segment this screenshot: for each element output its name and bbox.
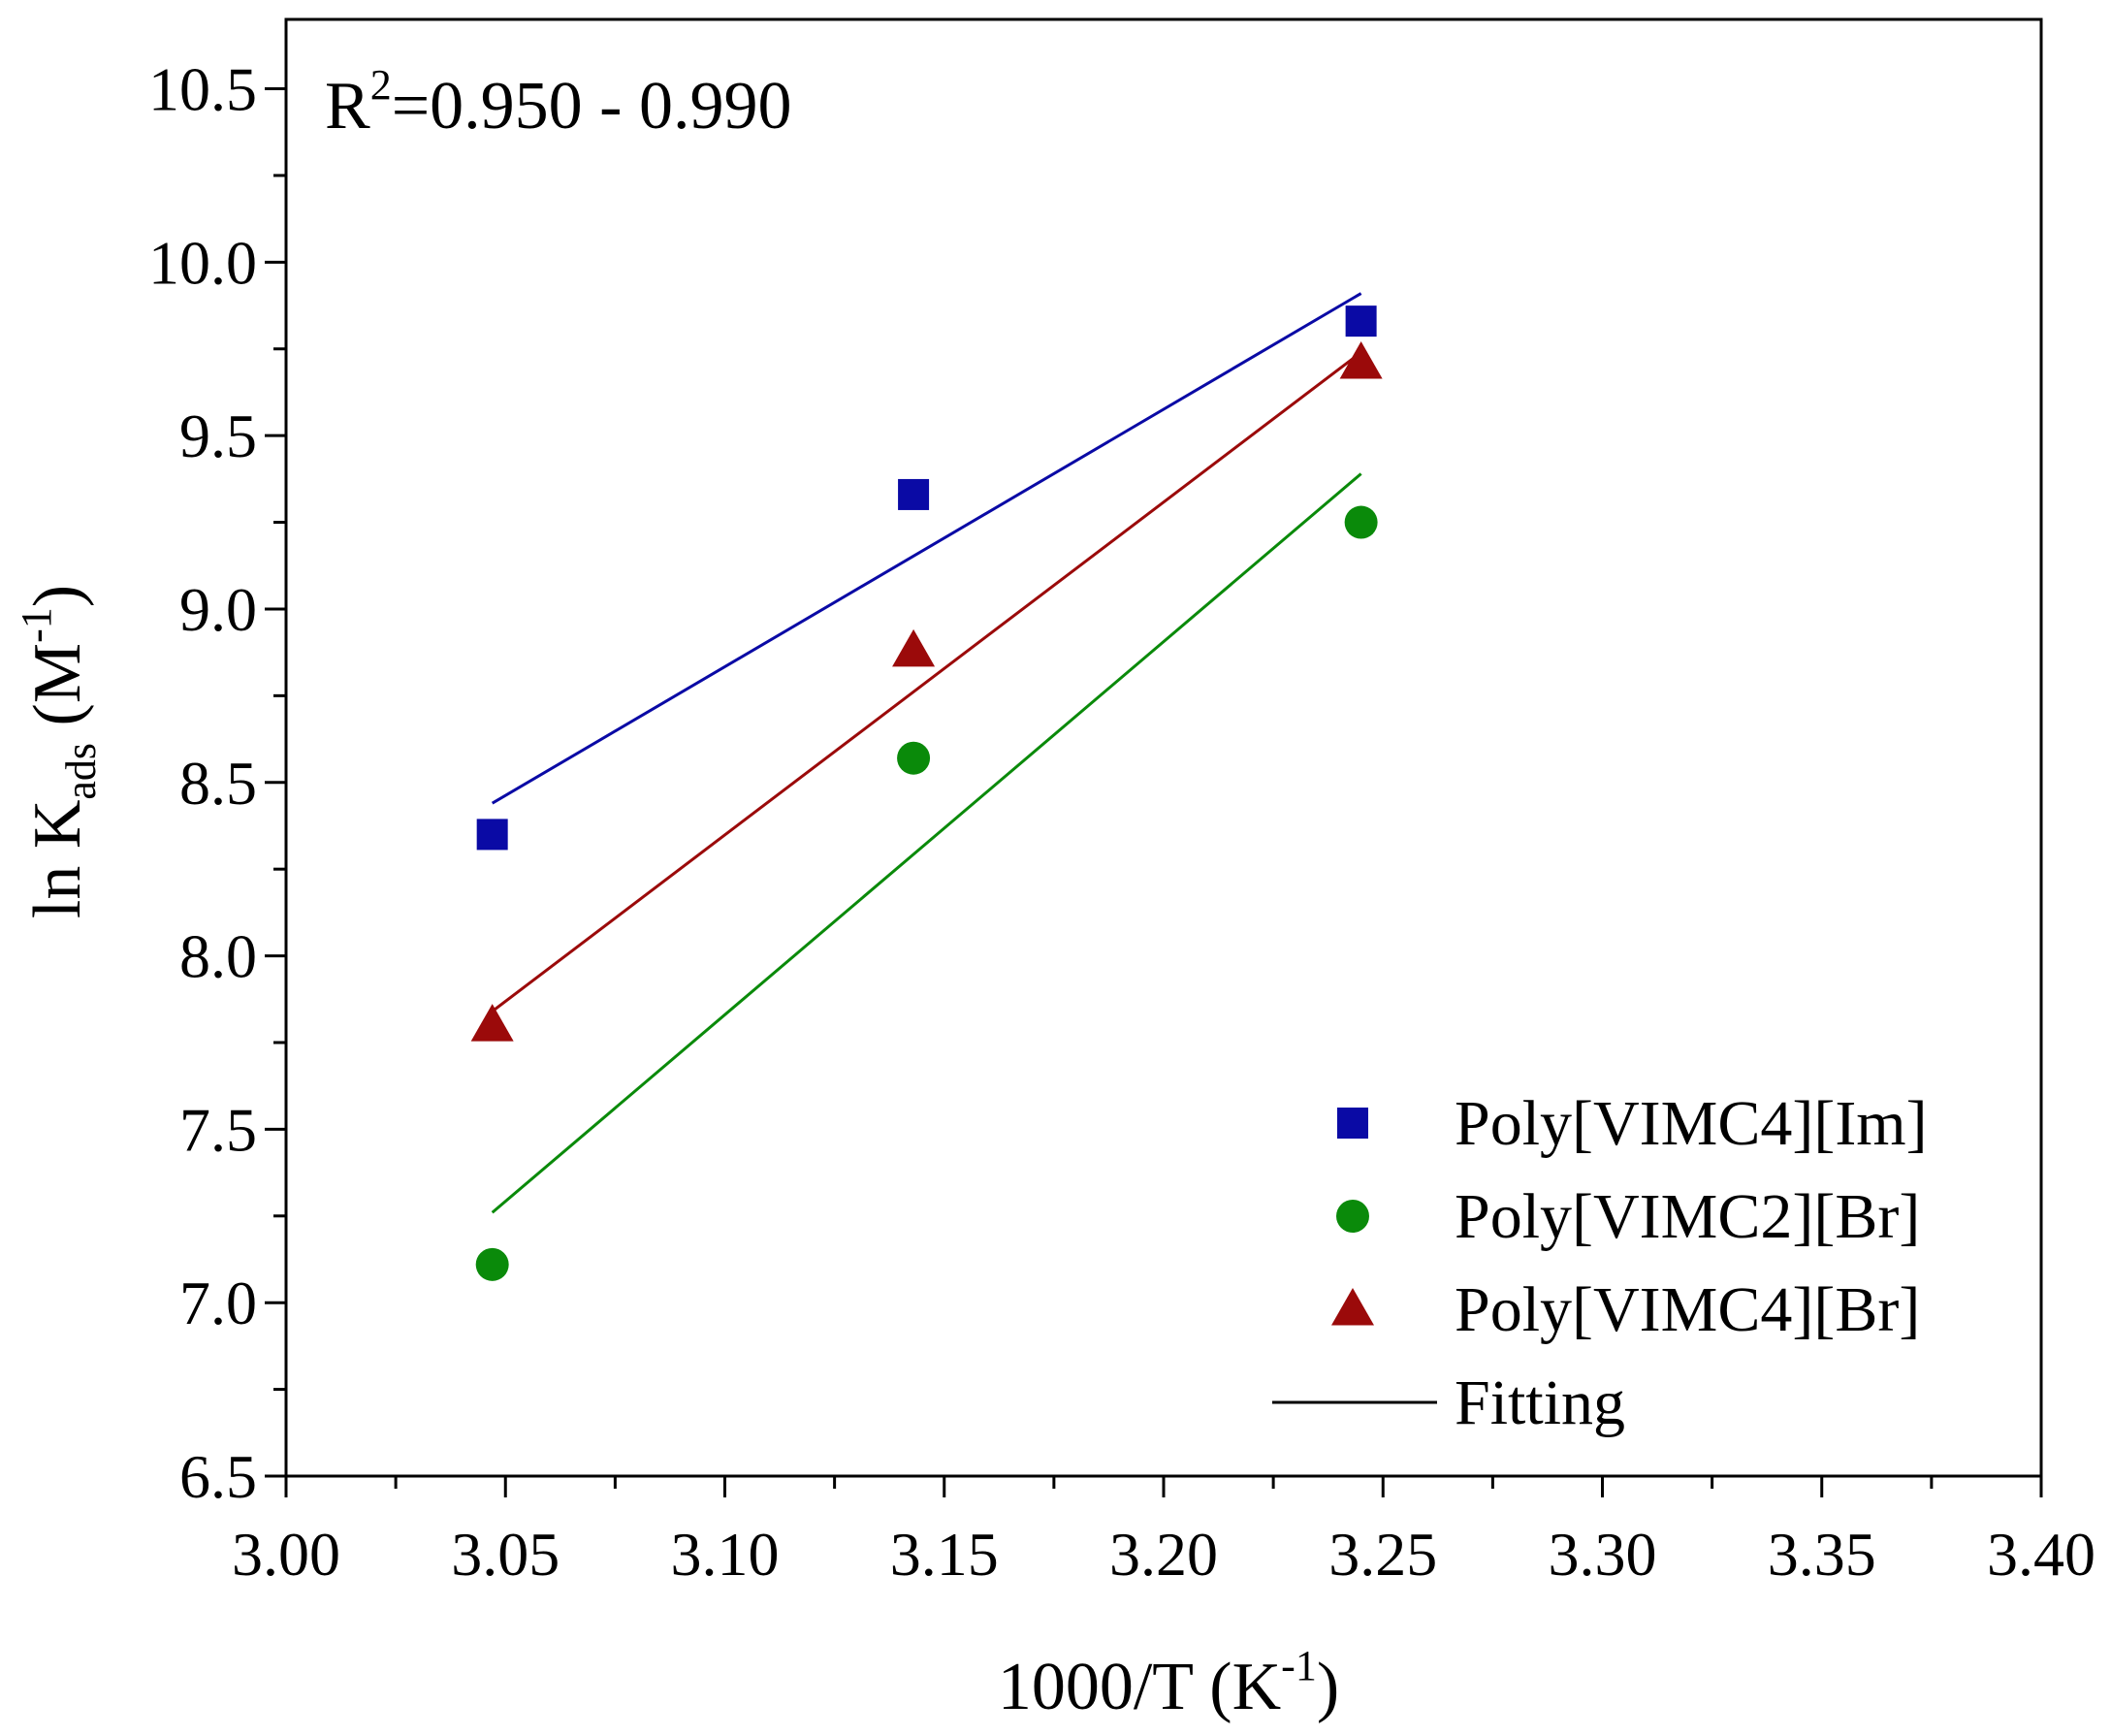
x-tick-label: 3.35 [1768, 1520, 1876, 1589]
x-axis-title-main: 1000/T (K [998, 1650, 1281, 1724]
points-layer [470, 305, 1383, 1281]
x-tick-label: 3.30 [1549, 1520, 1657, 1589]
data-point-series-1 [1345, 305, 1377, 338]
data-point-series-3 [1339, 341, 1383, 379]
x-axis-title: 1000/T (K-1) [998, 1642, 1339, 1724]
y-axis-title: ln Kads (M-1) [13, 585, 105, 918]
x-tick-label: 3.40 [1987, 1520, 2095, 1589]
legend-marker-series-1 [1337, 1108, 1368, 1139]
y-tick-label: 10.0 [148, 228, 257, 297]
fit-line-series-1 [491, 292, 1362, 805]
y-tick-label: 10.5 [148, 55, 257, 124]
y-tick-label: 7.0 [179, 1269, 257, 1337]
x-tick-label: 3.25 [1328, 1520, 1437, 1589]
fit-lines-layer [491, 292, 1362, 1214]
legend-label-fitting: Fitting [1455, 1367, 1625, 1438]
data-point-series-2 [475, 1247, 509, 1281]
legend: Poly[VIMC4][Im] Poly[VIMC2][Br] Poly[VIM… [1272, 1088, 1928, 1438]
y-axis-title-main: ln K [20, 800, 95, 919]
y-tick-label: 9.0 [179, 575, 257, 644]
x-tick-label: 3.05 [451, 1520, 560, 1589]
data-point-series-3 [470, 1004, 514, 1042]
legend-label-series-3: Poly[VIMC4][Br] [1455, 1274, 1920, 1345]
y-tick-label: 7.5 [179, 1095, 257, 1164]
y-tick-label: 8.0 [179, 922, 257, 991]
ticks-layer: 3.00 3.05 3.10 3.15 3.20 3.25 3.30 3.35 3.40 6.5 7… [148, 55, 2095, 1589]
legend-label-series-2: Poly[VIMC2][Br] [1455, 1181, 1920, 1252]
data-point-series-3 [892, 628, 936, 667]
data-point-series-1 [898, 478, 930, 510]
y-axis-title-close: ) [20, 585, 95, 607]
y-tick-label: 9.5 [179, 402, 257, 470]
x-axis-title-superscript: -1 [1281, 1642, 1317, 1689]
y-axis-title-subscript: ads [57, 743, 105, 800]
x-tick-label: 3.20 [1109, 1520, 1218, 1589]
r-squared-base: R [325, 69, 370, 144]
data-point-series-2 [897, 741, 931, 775]
legend-marker-series-3 [1331, 1288, 1374, 1326]
r-squared-superscript: 2 [370, 61, 392, 109]
r-squared-annotation: R2=0.950 - 0.990 [325, 61, 792, 144]
data-point-series-2 [1344, 505, 1378, 539]
x-tick-label: 3.00 [232, 1520, 340, 1589]
data-point-series-1 [476, 819, 508, 851]
y-axis-title-superscript: -1 [13, 607, 60, 643]
y-tick-label: 8.5 [179, 749, 257, 818]
fit-line-series-3 [491, 351, 1362, 1013]
legend-label-series-1: Poly[VIMC4][Im] [1455, 1088, 1928, 1159]
x-tick-label: 3.15 [890, 1520, 999, 1589]
x-axis-title-close: ) [1317, 1650, 1339, 1724]
fit-line-series-2 [491, 472, 1362, 1214]
r-squared-range: =0.950 - 0.990 [392, 69, 792, 144]
y-axis-title-unit: (M [20, 643, 95, 743]
legend-markers [1272, 1108, 1437, 1404]
legend-marker-series-2 [1336, 1200, 1369, 1233]
y-tick-label: 6.5 [179, 1442, 257, 1511]
x-tick-label: 3.10 [671, 1520, 780, 1589]
